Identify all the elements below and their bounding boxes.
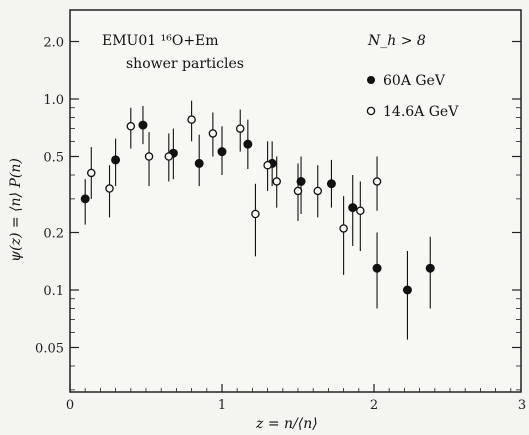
point-60agev	[194, 158, 204, 168]
legend-label-14: 14.6A GeV	[383, 104, 459, 120]
chart-subtitle: shower particles	[126, 56, 244, 72]
point-14-6agev	[251, 209, 260, 219]
point-60agev	[425, 263, 435, 273]
point-60agev	[402, 285, 412, 295]
point-14-6agev	[313, 186, 323, 196]
point-14-6agev	[372, 177, 382, 186]
annotations: EMU01 ¹⁶O+Em shower particles N_h > 8	[102, 33, 426, 72]
y-tick-label: 0.1	[43, 284, 64, 299]
y-tick-label: 0.05	[35, 341, 64, 356]
condition-label: N_h > 8	[367, 33, 426, 49]
point-60agev	[138, 120, 148, 130]
point-60agev	[296, 176, 306, 186]
point-60agev	[111, 155, 121, 165]
point-60agev	[217, 147, 227, 157]
point-14-6agev	[293, 186, 303, 196]
point-14-6agev	[356, 206, 365, 215]
legend-marker-60	[367, 76, 375, 84]
point-14-6agev	[339, 224, 348, 233]
x-tick-label: 1	[218, 398, 226, 413]
y-tick-label: 1.0	[43, 93, 64, 108]
legend: 60A GeV 14.6A GeV	[366, 73, 459, 120]
y-axis-title: ψ(z) = ⟨n⟩ P(n)	[8, 158, 24, 262]
point-14-6agev	[164, 152, 174, 161]
y-tick-label: 0.2	[43, 227, 64, 242]
point-14-6agev	[235, 124, 245, 133]
point-14-6agev	[87, 168, 96, 178]
point-60agev	[80, 194, 90, 204]
point-60agev	[372, 263, 382, 273]
x-tick-label: 0	[66, 398, 74, 413]
point-14-6agev	[105, 184, 114, 193]
point-60agev	[243, 139, 253, 149]
markers	[80, 115, 435, 295]
point-14-6agev	[144, 152, 154, 161]
y-tick-label: 2.0	[43, 36, 64, 51]
y-tick-label: 0.5	[43, 150, 64, 165]
point-14-6agev	[187, 115, 196, 124]
legend-marker-14	[366, 106, 376, 116]
point-60agev	[348, 203, 358, 213]
point-14-6agev	[208, 129, 218, 138]
point-14-6agev	[263, 160, 272, 170]
chart-title: EMU01 ¹⁶O+Em	[102, 33, 219, 49]
x-tick-label: 3	[518, 398, 526, 413]
x-axis-title: z = n/⟨n⟩	[255, 416, 318, 432]
x-tick-label: 2	[370, 398, 378, 413]
legend-label-60: 60A GeV	[383, 73, 446, 89]
point-14-6agev	[126, 121, 136, 131]
point-14-6agev	[272, 177, 281, 186]
axes-ticks: 0 1 2 3 2.0 1.0 0.5 0.2 0.1 0.05	[35, 36, 526, 413]
point-60agev	[326, 179, 336, 189]
plot-frame	[69, 9, 522, 393]
